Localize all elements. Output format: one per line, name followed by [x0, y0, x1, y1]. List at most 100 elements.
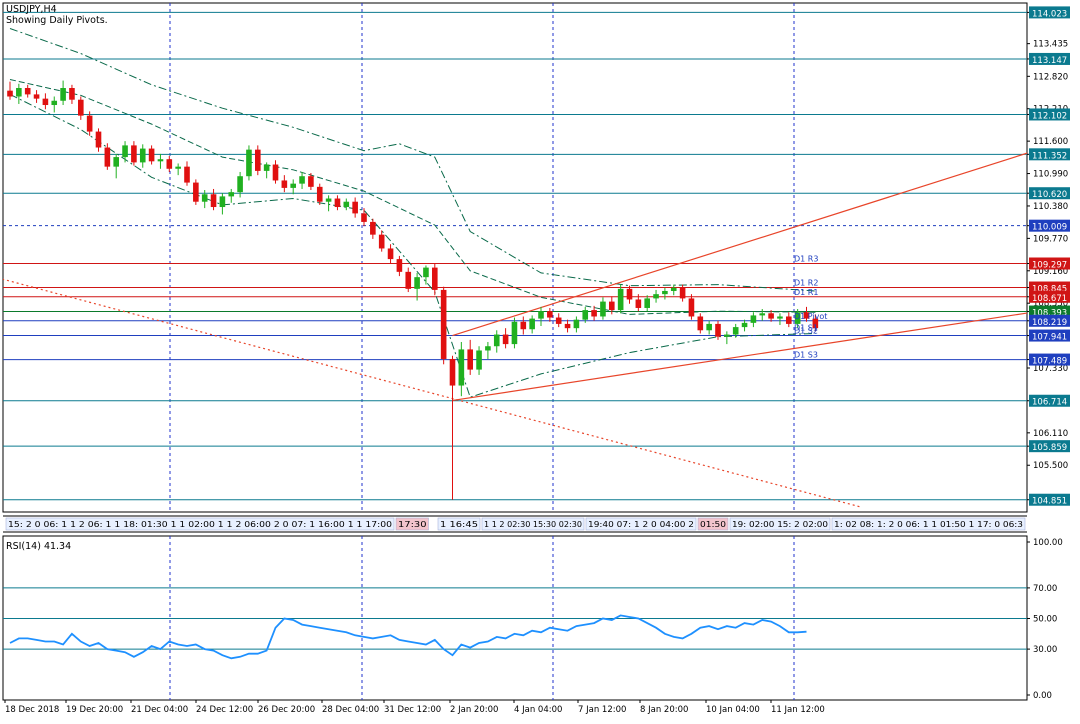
candle-body-0 — [7, 91, 13, 97]
candle-body-5 — [51, 101, 57, 105]
candle-body-30 — [273, 165, 279, 181]
candle-body-54 — [485, 346, 491, 350]
price-label-text-3: 111.352 — [1032, 151, 1067, 161]
pivot-label-1: D1 R2 — [794, 279, 818, 288]
candle-body-8 — [78, 100, 84, 116]
candle-body-42 — [379, 235, 385, 249]
x-tick-label-2: 21 Dec 04:00 — [131, 705, 188, 715]
price-tick-label-1: 113.435 — [1033, 40, 1068, 50]
candle-body-73 — [653, 294, 659, 298]
candle-body-12 — [113, 157, 119, 167]
x-tick-label-7: 2 Jan 20:00 — [450, 705, 498, 715]
price-label-text-2: 112.102 — [1032, 111, 1067, 121]
price-tick-label-26: 105.500 — [1033, 461, 1068, 471]
price-tick-label-6: 111.600 — [1033, 137, 1068, 147]
candle-body-60 — [538, 311, 544, 318]
trend-line-2 — [453, 83, 1080, 336]
candle-body-40 — [361, 213, 367, 222]
x-tick-label-5: 28 Dec 04:00 — [322, 705, 379, 715]
candle-body-76 — [680, 288, 686, 299]
candle-body-1 — [16, 88, 22, 97]
candle-body-13 — [122, 145, 128, 157]
candle-body-56 — [503, 335, 509, 345]
candle-body-67 — [600, 302, 606, 317]
candle-body-87 — [777, 316, 783, 318]
price-label-text-15: 104.851 — [1032, 497, 1067, 507]
candle-body-20 — [184, 167, 190, 183]
chart-subtitle: Showing Daily Pivots. — [6, 15, 108, 26]
candle-body-80 — [715, 324, 721, 337]
x-tick-label-9: 7 Jan 12:00 — [578, 705, 626, 715]
candle-body-27 — [246, 150, 252, 177]
pivot-label-3: D1 Pivot — [794, 312, 827, 321]
candle-body-65 — [582, 310, 588, 320]
candle-body-29 — [264, 165, 270, 171]
candle-body-3 — [34, 94, 40, 98]
candle-body-23 — [211, 194, 217, 207]
rsi-tick-label-0: 100.00 — [1033, 538, 1063, 548]
candle-body-7 — [69, 88, 75, 100]
candle-body-17 — [158, 159, 164, 161]
pivot-label-2: D1 R1 — [794, 288, 818, 297]
candle-body-59 — [529, 319, 535, 330]
rsi-tick-label-2: 50.00 — [1033, 615, 1057, 625]
candle-body-79 — [706, 324, 712, 330]
price-tick-label-3: 112.820 — [1033, 72, 1068, 82]
x-tick-label-10: 8 Jan 20:00 — [640, 705, 688, 715]
price-tick-label-24: 106.110 — [1033, 429, 1068, 439]
candle-body-63 — [565, 324, 571, 328]
x-tick-label-6: 31 Dec 12:00 — [384, 705, 441, 715]
price-label-text-14: 105.859 — [1032, 443, 1067, 453]
candle-body-22 — [202, 194, 208, 201]
candle-body-53 — [476, 350, 482, 369]
candle-body-72 — [644, 298, 650, 308]
candle-body-35 — [317, 187, 323, 202]
candle-body-81 — [724, 335, 730, 337]
candle-body-52 — [467, 349, 473, 369]
candle-body-9 — [87, 116, 93, 132]
candle-body-68 — [609, 302, 615, 311]
candle-body-86 — [768, 313, 774, 318]
x-tick-label-1: 19 Dec 20:00 — [66, 705, 123, 715]
candle-body-4 — [43, 99, 49, 105]
candle-body-36 — [326, 199, 332, 202]
trend-line-0 — [0, 234, 860, 507]
price-label-text-0: 114.023 — [1032, 9, 1067, 19]
price-label-text-13: 106.714 — [1032, 398, 1067, 408]
candle-body-43 — [388, 248, 394, 259]
timeline-badge-text-2: 1 16:45 — [440, 520, 478, 529]
candle-body-10 — [96, 132, 102, 148]
candle-body-24 — [220, 196, 226, 207]
candle-body-69 — [618, 289, 624, 310]
candle-body-11 — [105, 148, 111, 167]
timeline-badge-text-0: 15: 2 0 06: 1 1 2 06: 1 1 18: 01:30 1 1 … — [8, 520, 392, 529]
candle-body-78 — [698, 316, 704, 330]
candle-body-32 — [290, 184, 296, 188]
price-tick-label-8: 110.990 — [1033, 170, 1068, 180]
candle-body-31 — [282, 180, 288, 187]
candle-body-66 — [591, 310, 597, 316]
candle-body-44 — [397, 259, 403, 272]
price-tick-label-10: 110.380 — [1033, 202, 1068, 212]
timeline-badge-text-4: 19:40 07: 1 2 0 04:00 2 — [588, 520, 694, 529]
x-tick-label-12: 11 Jan 12:00 — [771, 705, 825, 715]
x-tick-label-11: 10 Jan 04:00 — [706, 705, 760, 715]
candle-body-41 — [370, 222, 376, 235]
candle-body-51 — [459, 349, 465, 385]
candle-body-15 — [140, 149, 146, 163]
candle-body-61 — [547, 311, 553, 317]
price-label-text-8: 108.671 — [1032, 294, 1067, 304]
bollinger-upper — [10, 29, 815, 292]
price-label-text-6: 109.297 — [1032, 261, 1067, 271]
candle-body-14 — [131, 145, 137, 162]
timeline-badge-text-1: 17:30 — [398, 520, 427, 529]
price-label-text-4: 110.620 — [1032, 190, 1067, 200]
candle-body-62 — [556, 318, 562, 324]
candle-body-2 — [25, 88, 31, 94]
pivot-label-5: D1 S2 — [794, 327, 818, 336]
price-label-text-5: 110.009 — [1032, 223, 1067, 233]
candle-body-85 — [759, 313, 765, 315]
price-label-text-1: 113.147 — [1032, 56, 1067, 66]
